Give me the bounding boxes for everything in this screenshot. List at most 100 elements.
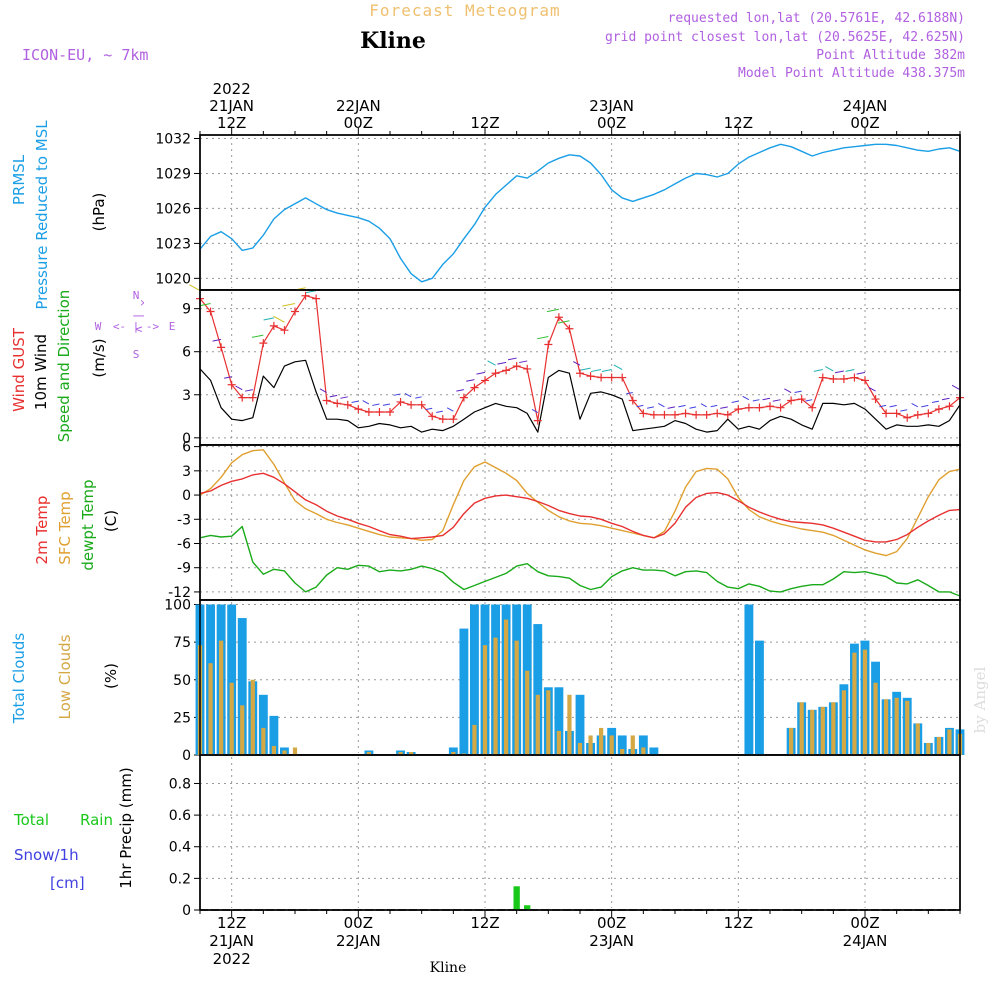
low-cloud-bar bbox=[894, 697, 899, 755]
pressure-label-prmsl: PRMSL bbox=[10, 154, 28, 205]
wind-direction-arrow bbox=[446, 407, 454, 412]
gust-marker bbox=[238, 393, 247, 402]
wind-direction-arrow bbox=[856, 371, 866, 375]
gust-marker bbox=[417, 400, 426, 409]
pressure-label-unit: (hPa) bbox=[90, 193, 108, 232]
wind-direction-arrow bbox=[282, 303, 296, 307]
wind-direction-arrow bbox=[199, 303, 211, 307]
gust-marker bbox=[438, 415, 447, 424]
temp-label-unit: (C) bbox=[102, 510, 120, 532]
compass-south: S bbox=[133, 348, 140, 361]
gust-marker bbox=[354, 405, 363, 414]
ytick-label-precip: 0.4 bbox=[169, 840, 191, 856]
compass-east: E bbox=[169, 320, 176, 333]
model-label: ICON-EU, ~ 7km bbox=[22, 46, 148, 64]
gust-marker bbox=[776, 403, 785, 412]
wind-direction-arrow bbox=[531, 409, 539, 414]
wind-direction-arrow bbox=[720, 406, 728, 409]
time-label-bottom: 12Z bbox=[724, 914, 753, 932]
ytick-label-precip: 0 bbox=[182, 903, 191, 919]
wind-direction-arrow bbox=[678, 404, 686, 408]
gust-marker bbox=[839, 374, 848, 383]
clouds-label-low: Low Clouds bbox=[56, 634, 74, 719]
time-label-top: 12Z bbox=[724, 114, 753, 132]
gust-marker bbox=[428, 412, 437, 421]
wind-direction-arrow bbox=[372, 403, 380, 406]
total-cloud-bar bbox=[448, 747, 458, 755]
ytick-label-wind: 0 bbox=[182, 431, 191, 447]
ytick-label-clouds: 25 bbox=[173, 710, 191, 726]
low-cloud-bar bbox=[905, 700, 910, 755]
ytick-label-precip: 0.6 bbox=[169, 808, 191, 824]
gust-marker bbox=[892, 409, 901, 418]
wind-direction-arrow bbox=[557, 320, 570, 324]
wind-direction-arrow bbox=[319, 388, 327, 393]
clouds-label-unit: (%) bbox=[102, 663, 120, 689]
gust-marker bbox=[481, 376, 489, 385]
compass-west: W bbox=[95, 320, 102, 333]
time-label-top: 22JAN bbox=[336, 97, 381, 115]
time-label-top: 23JAN bbox=[589, 97, 634, 115]
time-label-top: 12Z bbox=[217, 114, 246, 132]
panel-frame-precip bbox=[199, 754, 961, 911]
gust-marker bbox=[343, 400, 352, 409]
time-label-top: 24JAN bbox=[843, 97, 888, 115]
wind-direction-arrow bbox=[931, 400, 939, 404]
ytick-label-precip: 0.2 bbox=[169, 871, 191, 887]
low-cloud-bar bbox=[366, 751, 371, 755]
gust-marker bbox=[797, 395, 806, 404]
gust-marker bbox=[903, 413, 912, 422]
wind-direction-arrow bbox=[658, 403, 665, 408]
low-cloud-bar bbox=[525, 670, 530, 755]
gust-marker bbox=[787, 396, 796, 405]
low-cloud-bar bbox=[789, 727, 794, 755]
total-cloud-bar bbox=[649, 747, 659, 755]
gust-marker bbox=[333, 399, 342, 408]
gust-marker bbox=[649, 410, 658, 419]
dewpoint-line bbox=[199, 525, 961, 597]
wind-direction-arrow bbox=[731, 400, 739, 403]
gust-marker bbox=[671, 410, 679, 419]
time-label-top: 2022 bbox=[213, 80, 251, 98]
low-cloud-bar bbox=[567, 694, 572, 755]
panel-frame-pressure bbox=[199, 134, 961, 291]
wind-direction-arrow bbox=[580, 367, 591, 371]
low-cloud-bar bbox=[588, 735, 593, 755]
total-cloud-bar bbox=[744, 604, 754, 755]
time-label-bottom: 21JAN bbox=[209, 932, 254, 950]
compass-horizontal: <- | -> bbox=[113, 320, 160, 333]
gust-marker bbox=[206, 307, 215, 316]
low-cloud-bar bbox=[482, 645, 488, 755]
low-cloud-bar bbox=[398, 751, 403, 755]
gust-marker bbox=[269, 321, 278, 330]
gust-marker bbox=[576, 369, 584, 378]
gust-marker bbox=[850, 373, 859, 382]
low-cloud-bar bbox=[451, 751, 456, 755]
panel-frame-temp bbox=[199, 444, 961, 601]
wind-direction-arrow bbox=[921, 404, 929, 408]
gust-marker bbox=[618, 373, 627, 382]
gust-marker bbox=[227, 380, 236, 389]
wind-direction-arrow bbox=[825, 366, 834, 372]
wind-direction-arrow bbox=[601, 369, 612, 373]
low-cloud-bar bbox=[884, 699, 889, 755]
gust-marker bbox=[322, 396, 331, 405]
info-line-1: requested lon,lat (20.5761E, 42.6188N) bbox=[668, 11, 965, 26]
gust-marker bbox=[512, 362, 521, 371]
gust-marker bbox=[364, 407, 373, 416]
ytick-label-temp: -3 bbox=[177, 512, 191, 528]
low-cloud-bar bbox=[461, 753, 466, 755]
wind-direction-arrow bbox=[613, 364, 623, 370]
gust-marker bbox=[523, 364, 532, 373]
low-cloud-bar bbox=[810, 709, 815, 755]
wind-direction-arrow bbox=[245, 389, 253, 392]
ytick-label-wind: 6 bbox=[182, 345, 191, 361]
gust-marker bbox=[766, 402, 774, 411]
gust-marker bbox=[565, 324, 574, 333]
gust-marker bbox=[692, 410, 701, 419]
gust-marker bbox=[734, 405, 743, 414]
time-label-bottom: 00Z bbox=[597, 914, 626, 932]
wind-direction-arrow bbox=[404, 393, 412, 398]
low-cloud-bar bbox=[208, 663, 213, 755]
gust-marker bbox=[607, 373, 616, 382]
